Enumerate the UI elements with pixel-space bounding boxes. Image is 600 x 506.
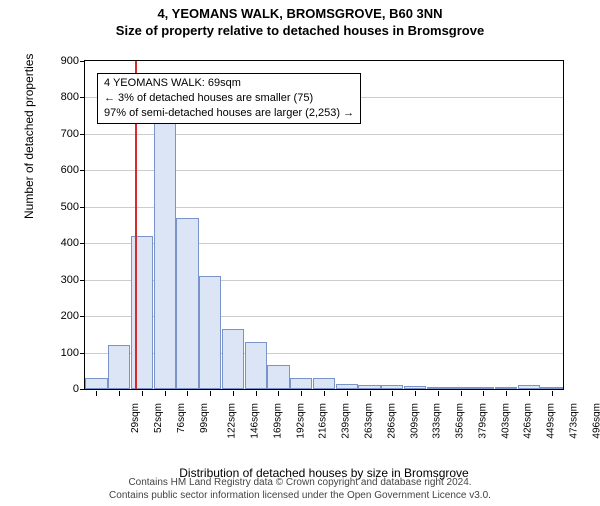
histogram-bar <box>427 387 449 389</box>
y-tick-label: 600 <box>49 164 79 176</box>
x-tick-label: 169sqm <box>273 403 284 439</box>
x-tick-label: 263sqm <box>364 403 375 439</box>
y-tick-mark <box>80 280 85 281</box>
histogram-bar <box>495 387 517 389</box>
x-tick-mark <box>392 391 393 396</box>
page-title-line1: 4, YEOMANS WALK, BROMSGROVE, B60 3NN <box>0 6 600 21</box>
footer: Contains HM Land Registry data © Crown c… <box>0 477 600 502</box>
x-tick-mark <box>210 391 211 396</box>
x-tick-mark <box>552 391 553 396</box>
footer-line2: Contains public sector information licen… <box>0 490 600 503</box>
y-tick-mark <box>80 316 85 317</box>
x-tick-mark <box>438 391 439 396</box>
y-tick-mark <box>80 134 85 135</box>
histogram-bar <box>245 342 267 389</box>
y-tick-mark <box>80 207 85 208</box>
info-box-line3: 97% of semi-detached houses are larger (… <box>104 106 354 121</box>
footer-line1: Contains HM Land Registry data © Crown c… <box>0 477 600 490</box>
x-tick-mark <box>165 391 166 396</box>
x-tick-label: 309sqm <box>409 403 420 439</box>
histogram-bar <box>176 218 198 389</box>
histogram-bar <box>267 365 289 389</box>
histogram-bar <box>108 345 130 389</box>
y-tick-mark <box>80 389 85 390</box>
y-tick-mark <box>80 353 85 354</box>
plot-area: 010020030040050060070080090029sqm52sqm76… <box>84 60 564 390</box>
x-tick-label: 192sqm <box>295 403 306 439</box>
y-tick-mark <box>80 243 85 244</box>
x-tick-mark <box>506 391 507 396</box>
y-tick-label: 500 <box>49 201 79 213</box>
y-tick-mark <box>80 61 85 62</box>
x-tick-mark <box>370 391 371 396</box>
x-tick-mark <box>119 391 120 396</box>
page-title-line2: Size of property relative to detached ho… <box>0 23 600 38</box>
x-tick-label: 473sqm <box>568 403 579 439</box>
x-tick-mark <box>142 391 143 396</box>
y-tick-label: 100 <box>49 347 79 359</box>
histogram-bar <box>540 387 562 389</box>
x-tick-label: 122sqm <box>227 403 238 439</box>
x-tick-mark <box>187 391 188 396</box>
histogram-bar <box>199 276 221 389</box>
x-tick-label: 286sqm <box>386 403 397 439</box>
y-tick-label: 900 <box>49 55 79 67</box>
y-axis-label: Number of detached properties <box>22 54 36 219</box>
y-tick-label: 200 <box>49 310 79 322</box>
info-box-line1: 4 YEOMANS WALK: 69sqm <box>104 76 354 91</box>
histogram-bar <box>518 385 540 389</box>
y-tick-mark <box>80 170 85 171</box>
x-tick-mark <box>278 391 279 396</box>
histogram-bar <box>154 87 176 389</box>
x-tick-label: 216sqm <box>318 403 329 439</box>
x-tick-mark <box>529 391 530 396</box>
x-tick-label: 29sqm <box>130 403 141 433</box>
histogram-bar <box>381 385 403 389</box>
x-tick-label: 52sqm <box>153 403 164 433</box>
histogram-bar <box>472 387 494 389</box>
y-tick-label: 0 <box>49 383 79 395</box>
x-tick-mark <box>233 391 234 396</box>
x-tick-label: 99sqm <box>199 403 210 433</box>
histogram-bar <box>313 378 335 389</box>
x-tick-mark <box>96 391 97 396</box>
x-tick-label: 379sqm <box>477 403 488 439</box>
x-tick-mark <box>483 391 484 396</box>
y-tick-label: 400 <box>49 237 79 249</box>
histogram-bar <box>85 378 107 389</box>
y-tick-label: 800 <box>49 91 79 103</box>
x-tick-label: 403sqm <box>500 403 511 439</box>
y-tick-label: 300 <box>49 274 79 286</box>
x-tick-mark <box>461 391 462 396</box>
histogram-bar <box>358 385 380 389</box>
x-tick-mark <box>415 391 416 396</box>
x-tick-mark <box>301 391 302 396</box>
y-tick-label: 700 <box>49 128 79 140</box>
y-tick-mark <box>80 97 85 98</box>
x-tick-mark <box>256 391 257 396</box>
x-tick-label: 426sqm <box>523 403 534 439</box>
info-box-line2: ← 3% of detached houses are smaller (75) <box>104 91 354 106</box>
x-tick-label: 496sqm <box>591 403 600 439</box>
x-tick-label: 356sqm <box>455 403 466 439</box>
histogram-bar <box>449 387 471 389</box>
histogram-bar <box>222 329 244 389</box>
x-tick-mark <box>324 391 325 396</box>
x-tick-label: 239sqm <box>341 403 352 439</box>
histogram-bar <box>336 384 358 389</box>
x-tick-label: 449sqm <box>546 403 557 439</box>
histogram-bar <box>290 378 312 389</box>
x-tick-mark <box>347 391 348 396</box>
x-tick-label: 76sqm <box>176 403 187 433</box>
histogram-bar <box>404 386 426 389</box>
x-tick-label: 333sqm <box>432 403 443 439</box>
chart-container: Number of detached properties 0100200300… <box>48 54 568 434</box>
x-tick-label: 146sqm <box>250 403 261 439</box>
info-box: 4 YEOMANS WALK: 69sqm ← 3% of detached h… <box>97 73 361 124</box>
